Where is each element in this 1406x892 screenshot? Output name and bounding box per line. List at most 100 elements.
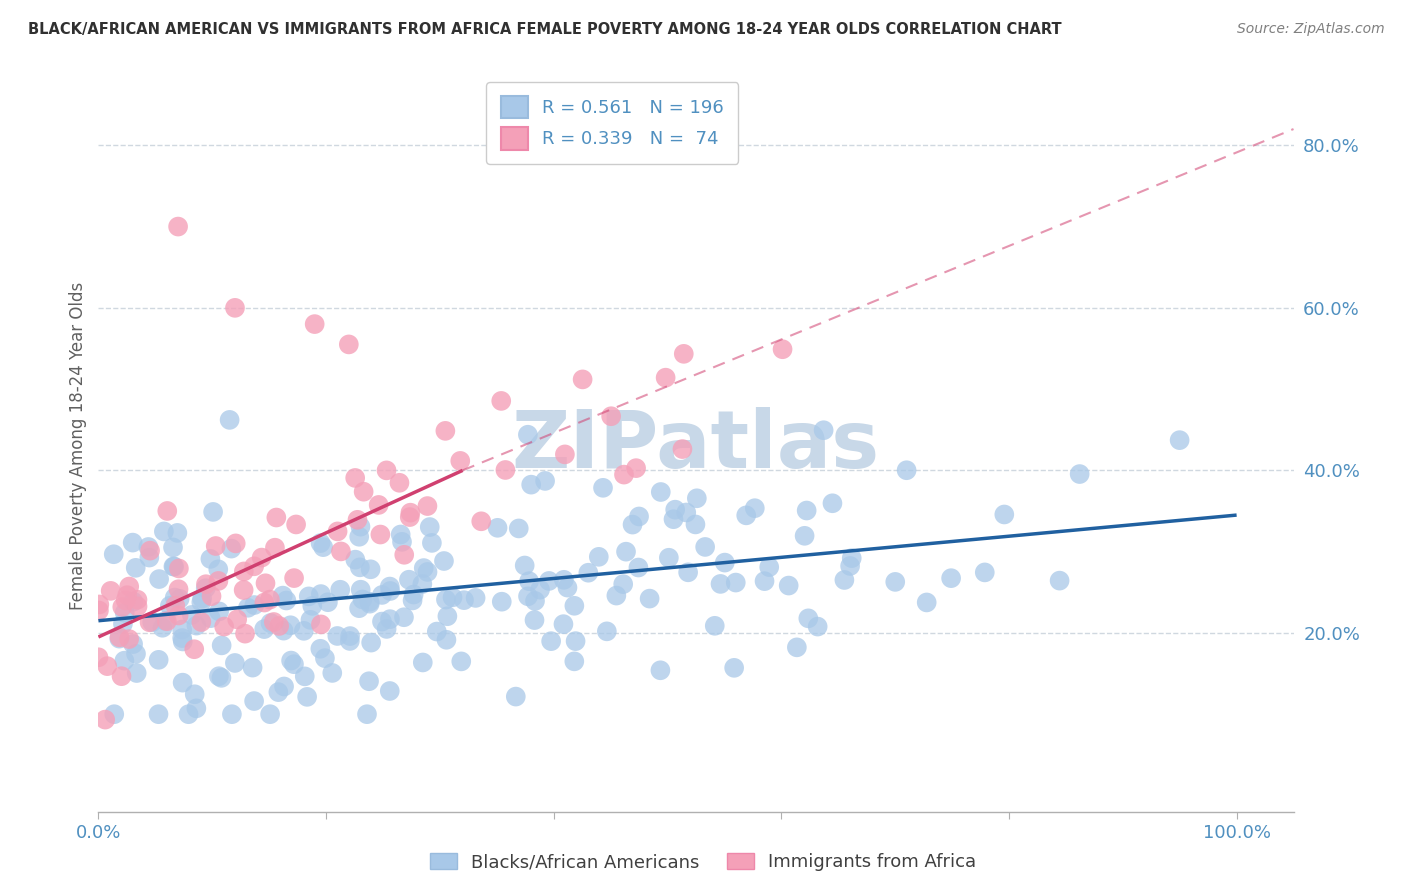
Point — [378, 684, 401, 698]
Point — [1049, 574, 1071, 588]
Point — [148, 707, 170, 722]
Point — [793, 529, 815, 543]
Point — [402, 587, 425, 601]
Point — [513, 558, 536, 573]
Point — [654, 370, 676, 384]
Point — [87, 603, 110, 617]
Point — [778, 578, 800, 592]
Point — [267, 685, 290, 699]
Point — [834, 573, 856, 587]
Point — [339, 634, 361, 648]
Point — [973, 566, 995, 580]
Point — [172, 634, 194, 648]
Point — [786, 640, 808, 655]
Point — [709, 577, 731, 591]
Point — [371, 588, 394, 602]
Point — [163, 559, 186, 574]
Point — [254, 576, 277, 591]
Point — [141, 615, 163, 629]
Point — [371, 615, 394, 629]
Point — [139, 543, 162, 558]
Point — [263, 615, 285, 629]
Point — [190, 615, 212, 629]
Point — [517, 589, 540, 603]
Point — [159, 599, 181, 613]
Point — [344, 471, 367, 485]
Point — [280, 654, 302, 668]
Point — [375, 622, 398, 636]
Point — [605, 589, 627, 603]
Point — [298, 590, 321, 604]
Point — [165, 599, 187, 613]
Point — [370, 527, 392, 541]
Point — [177, 707, 200, 722]
Point — [180, 607, 202, 622]
Point — [347, 530, 370, 544]
Point — [183, 687, 205, 701]
Point — [349, 560, 371, 574]
Point — [1168, 433, 1191, 447]
Point — [839, 558, 862, 573]
Point — [148, 653, 170, 667]
Point — [172, 631, 194, 645]
Point — [564, 634, 586, 648]
Point — [557, 581, 579, 595]
Point — [329, 544, 352, 558]
Point — [662, 512, 685, 526]
Point — [744, 501, 766, 516]
Text: BLACK/AFRICAN AMERICAN VS IMMIGRANTS FROM AFRICA FEMALE POVERTY AMONG 18-24 YEAR: BLACK/AFRICAN AMERICAN VS IMMIGRANTS FRO… — [28, 22, 1062, 37]
Point — [523, 613, 546, 627]
Point — [537, 574, 560, 588]
Point — [138, 615, 160, 630]
Point — [884, 574, 907, 589]
Point — [269, 619, 291, 633]
Point — [672, 347, 695, 361]
Point — [723, 661, 745, 675]
Point — [434, 424, 457, 438]
Point — [233, 626, 256, 640]
Point — [553, 573, 575, 587]
Point — [571, 372, 593, 386]
Point — [166, 525, 188, 540]
Point — [592, 481, 614, 495]
Point — [167, 608, 190, 623]
Point — [797, 611, 820, 625]
Point — [613, 467, 636, 482]
Point — [125, 666, 148, 681]
Point — [304, 317, 326, 331]
Point — [388, 475, 411, 490]
Point — [350, 582, 373, 597]
Point — [259, 615, 281, 630]
Point — [915, 595, 938, 609]
Point — [115, 588, 138, 602]
Point — [326, 629, 349, 643]
Point — [553, 617, 575, 632]
Point — [186, 618, 208, 632]
Point — [153, 524, 176, 539]
Point — [464, 591, 486, 605]
Point — [398, 510, 420, 524]
Point — [419, 520, 441, 534]
Point — [329, 582, 352, 597]
Point — [121, 535, 143, 549]
Point — [491, 595, 513, 609]
Point — [612, 577, 634, 591]
Point — [352, 592, 374, 607]
Point — [309, 536, 332, 550]
Point — [207, 562, 229, 576]
Point — [453, 593, 475, 607]
Point — [156, 504, 179, 518]
Point — [299, 613, 322, 627]
Point — [183, 642, 205, 657]
Point — [153, 614, 176, 628]
Point — [359, 597, 381, 611]
Point — [111, 616, 134, 631]
Point — [638, 591, 661, 606]
Point — [534, 474, 557, 488]
Point — [96, 659, 118, 673]
Point — [285, 517, 308, 532]
Point — [357, 674, 380, 689]
Point — [127, 599, 149, 614]
Point — [273, 680, 295, 694]
Point — [89, 598, 111, 612]
